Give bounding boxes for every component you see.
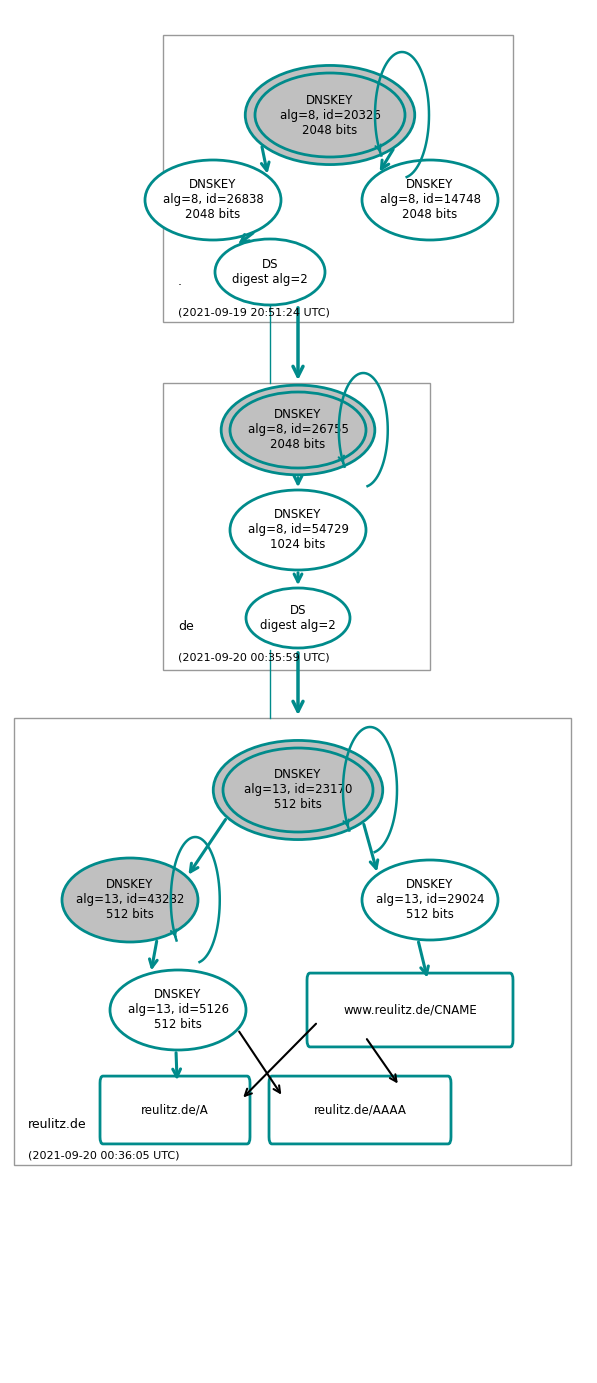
Ellipse shape — [221, 384, 375, 474]
Ellipse shape — [362, 860, 498, 940]
Ellipse shape — [213, 740, 383, 839]
FancyBboxPatch shape — [269, 1076, 451, 1144]
Text: (2021-09-20 00:35:59 UTC): (2021-09-20 00:35:59 UTC) — [178, 653, 330, 662]
Ellipse shape — [230, 391, 366, 467]
Ellipse shape — [145, 160, 281, 241]
Ellipse shape — [223, 748, 373, 833]
Text: www.reulitz.de/CNAME: www.reulitz.de/CNAME — [343, 1004, 477, 1017]
Text: DNSKEY
alg=13, id=23170
512 bits: DNSKEY alg=13, id=23170 512 bits — [244, 769, 352, 812]
Text: DS
digest alg=2: DS digest alg=2 — [260, 604, 336, 632]
Text: DS
digest alg=2: DS digest alg=2 — [232, 259, 308, 286]
Text: DNSKEY
alg=13, id=43282
512 bits: DNSKEY alg=13, id=43282 512 bits — [76, 878, 184, 921]
Text: DNSKEY
alg=8, id=54729
1024 bits: DNSKEY alg=8, id=54729 1024 bits — [248, 509, 349, 552]
Text: DNSKEY
alg=8, id=26838
2048 bits: DNSKEY alg=8, id=26838 2048 bits — [162, 178, 263, 221]
Text: DNSKEY
alg=8, id=26755
2048 bits: DNSKEY alg=8, id=26755 2048 bits — [248, 408, 349, 451]
FancyBboxPatch shape — [14, 718, 571, 1164]
Text: reulitz.de: reulitz.de — [28, 1119, 87, 1131]
Ellipse shape — [230, 490, 366, 570]
Text: DNSKEY
alg=8, id=20326
2048 bits: DNSKEY alg=8, id=20326 2048 bits — [279, 94, 380, 137]
FancyBboxPatch shape — [307, 974, 513, 1047]
Text: reulitz.de/AAAA: reulitz.de/AAAA — [313, 1104, 407, 1116]
Ellipse shape — [362, 160, 498, 241]
Ellipse shape — [215, 239, 325, 306]
Ellipse shape — [255, 73, 405, 158]
Ellipse shape — [246, 588, 350, 649]
FancyBboxPatch shape — [100, 1076, 250, 1144]
FancyBboxPatch shape — [163, 383, 430, 669]
Text: (2021-09-19 20:51:24 UTC): (2021-09-19 20:51:24 UTC) — [178, 308, 330, 318]
Ellipse shape — [245, 65, 415, 165]
Text: DNSKEY
alg=13, id=29024
512 bits: DNSKEY alg=13, id=29024 512 bits — [376, 878, 484, 921]
Ellipse shape — [110, 969, 246, 1050]
Text: DNSKEY
alg=13, id=5126
512 bits: DNSKEY alg=13, id=5126 512 bits — [128, 989, 229, 1032]
FancyBboxPatch shape — [163, 35, 513, 322]
Text: de: de — [178, 621, 194, 633]
Text: (2021-09-20 00:36:05 UTC): (2021-09-20 00:36:05 UTC) — [28, 1151, 180, 1160]
Text: reulitz.de/A: reulitz.de/A — [141, 1104, 209, 1116]
Text: .: . — [178, 275, 182, 289]
Ellipse shape — [62, 857, 198, 942]
Text: DNSKEY
alg=8, id=14748
2048 bits: DNSKEY alg=8, id=14748 2048 bits — [380, 178, 481, 221]
